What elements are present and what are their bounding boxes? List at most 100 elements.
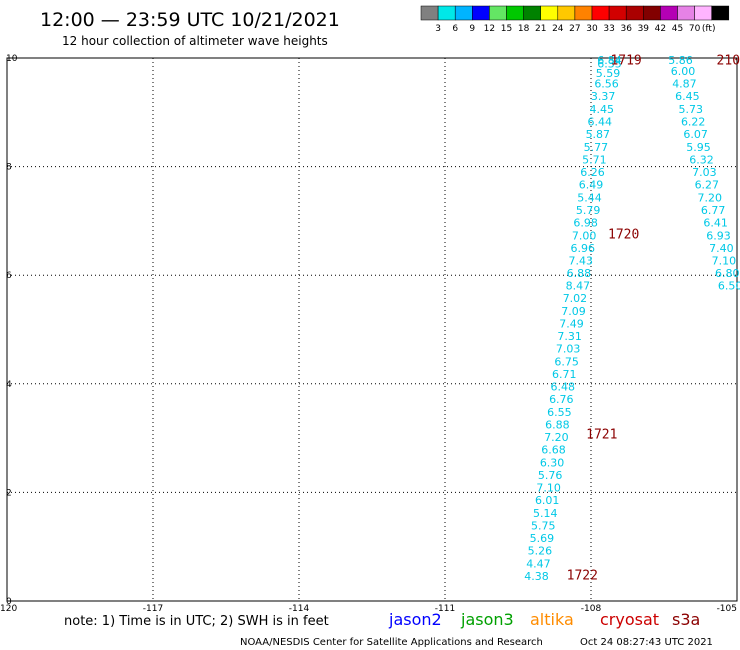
footer-note: note: 1) Time is in UTC; 2) SWH is in fe… [64, 614, 329, 629]
swh-value: 6.50 [718, 280, 740, 293]
legend-label: 9 [469, 24, 475, 34]
y-tick-label: 8 [6, 163, 12, 173]
satellite-legend: jason2 jason3 altika cryosat s3a [388, 610, 700, 629]
swh-value: 7.20 [544, 431, 569, 444]
swh-value: 6.41 [703, 217, 728, 230]
satellite-jason2: jason2 [388, 610, 442, 629]
time-label: 1719 [610, 54, 641, 69]
swh-value: 6.22 [681, 116, 706, 129]
x-tick-label: -105 [717, 604, 737, 614]
swh-value: 5.44 [577, 192, 602, 205]
legend-swatch [625, 5, 644, 21]
legend-label: 30 [586, 24, 598, 34]
swh-value: 6.07 [683, 128, 708, 141]
swh-value: 4.38 [524, 570, 549, 583]
chart-subtitle: 12 hour collection of altimeter wave hei… [62, 34, 328, 48]
swh-value: 6.49 [579, 179, 604, 192]
swh-value: 7.20 [697, 192, 722, 205]
swh-value: 5.73 [679, 103, 704, 116]
legend-label: 39 [638, 24, 650, 34]
swh-value: 7.03 [692, 166, 717, 179]
swh-value: 6.30 [540, 457, 565, 470]
y-tick-label: 10 [6, 54, 18, 64]
swh-value: 7.03 [556, 343, 581, 356]
swh-value: 5.14 [533, 507, 558, 520]
color-legend: 3 6 9 12 15 18 21 24 27 30 33 36 39 42 45 70 (ft) [420, 5, 730, 34]
swh-value: 6.27 [695, 179, 720, 192]
x-tick-label: -111 [435, 604, 455, 614]
swh-value: 7.40 [709, 242, 734, 255]
swh-value: 5.79 [576, 204, 601, 217]
swh-value: 6.26 [580, 166, 605, 179]
legend-label: 24 [552, 24, 564, 34]
track-2: 5.866.004.876.455.736.226.075.956.327.03… [668, 54, 740, 293]
swh-value: 5.86 [668, 54, 693, 67]
swh-value: 6.56 [594, 78, 619, 91]
legend-label: 33 [603, 24, 614, 34]
swh-value: 6.01 [535, 494, 560, 507]
swh-value: 8.47 [566, 280, 591, 293]
swh-value: 5.76 [538, 469, 563, 482]
legend-label: 27 [569, 24, 580, 34]
swh-value: 6.71 [552, 368, 577, 381]
swh-value: 6.76 [549, 393, 574, 406]
legend-label: 3 [435, 24, 441, 34]
swh-value: 5.59 [596, 67, 621, 80]
time-label: 1721 [586, 427, 617, 442]
swh-value: 6.96 [570, 242, 595, 255]
legend-label: 15 [501, 24, 512, 34]
legend-swatch [437, 5, 456, 21]
swh-value: 7.31 [557, 330, 582, 343]
satellite-cryosat: cryosat [600, 610, 659, 629]
legend-label: 6 [452, 24, 458, 34]
legend-swatch [523, 5, 541, 21]
legend-label: (ft) [702, 24, 716, 34]
swh-value: 6.98 [573, 217, 598, 230]
legend-swatch [608, 5, 627, 21]
grid-lines [7, 58, 737, 601]
legend-swatch [711, 5, 730, 21]
legend-swatch [643, 5, 661, 21]
swh-value: 6.55 [547, 406, 572, 419]
swh-value: 4.45 [589, 103, 614, 116]
plot-frame [6, 57, 738, 602]
legend-swatch [540, 5, 559, 21]
legend-label: 45 [672, 24, 683, 34]
swh-value: 6.35 [597, 57, 622, 70]
satellite-altika: altika [530, 610, 574, 629]
swh-value: 7.49 [559, 318, 584, 331]
legend-label: 70 [689, 24, 701, 34]
satellite-s3a: s3a [672, 610, 700, 629]
swh-value: 7.02 [563, 292, 588, 305]
timestamp-text: Oct 24 08:27:43 UTC 2021 [580, 637, 713, 648]
swh-value: 6.84 [597, 54, 622, 67]
swh-value: 6.88 [545, 419, 570, 432]
swh-value: 5.77 [584, 141, 609, 154]
swh-value: 6.88 [567, 267, 592, 280]
swh-value: 7.00 [572, 230, 597, 243]
x-axis-ticks: -120 -117 -114 -111 -108 -105 [0, 604, 737, 614]
y-tick-label: 0 [6, 597, 12, 607]
legend-swatch [591, 5, 610, 21]
y-tick-label: 6 [6, 271, 12, 281]
swh-value: 7.09 [561, 305, 586, 318]
swh-value: 6.00 [671, 65, 696, 78]
swh-value: 4.47 [526, 558, 551, 571]
swh-value: 5.69 [530, 532, 555, 545]
time-label: 1720 [608, 227, 639, 242]
legend-label: 18 [518, 24, 530, 34]
y-axis-ticks: 0 2 4 6 8 10 [6, 54, 18, 607]
legend-label: 36 [620, 24, 632, 34]
y-tick-label: 4 [6, 380, 12, 390]
legend-swatch [677, 5, 695, 21]
x-tick-label: -108 [581, 604, 602, 614]
swh-value: 7.10 [536, 482, 561, 495]
swh-value: 5.71 [582, 154, 607, 167]
credit-text: NOAA/NESDIS Center for Satellite Applica… [240, 637, 543, 648]
legend-swatch [420, 5, 439, 21]
swh-value: 6.32 [689, 154, 714, 167]
swh-value: 6.48 [551, 381, 576, 394]
legend-label: 12 [484, 24, 495, 34]
swh-value: 6.68 [541, 444, 566, 457]
